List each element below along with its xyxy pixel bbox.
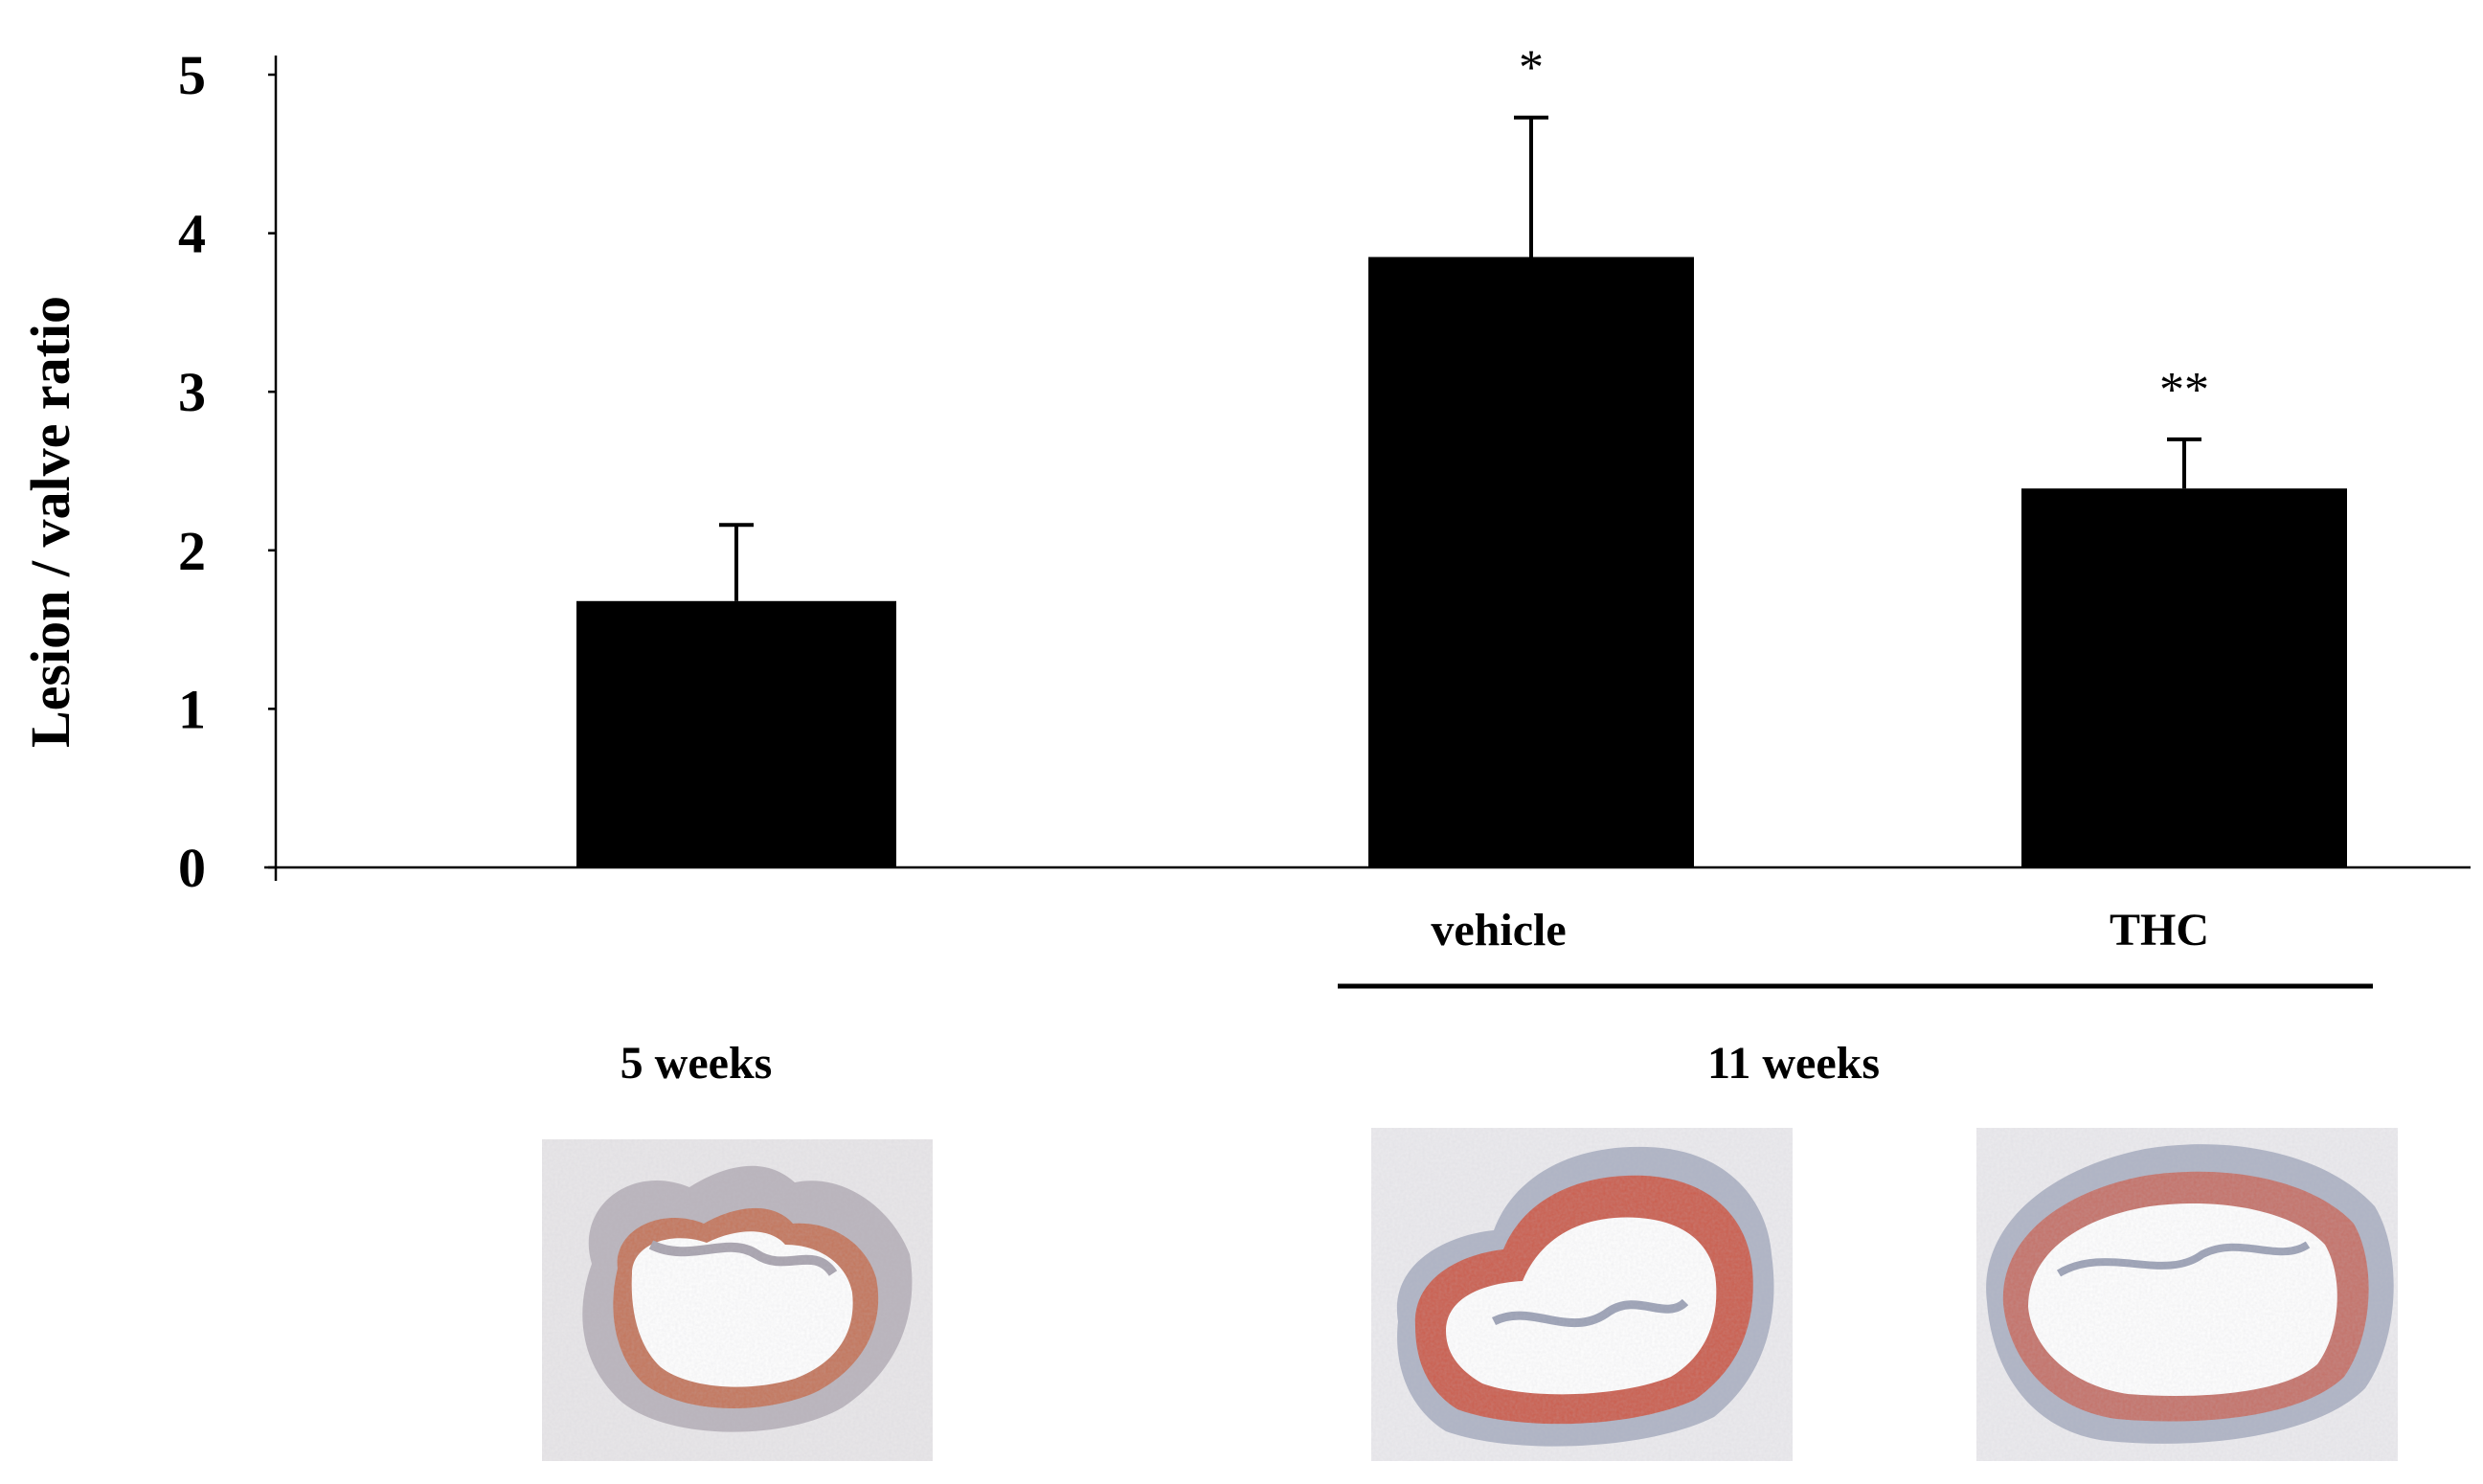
bar (576, 600, 896, 867)
bar (1368, 257, 1694, 867)
y-axis-label: Lesion / valve ratio (19, 296, 81, 748)
significance-marker: ** (2159, 363, 2209, 417)
bar (2021, 488, 2347, 867)
vehicle-valve-section (1371, 1128, 1793, 1461)
y-tick-label: 5 (178, 44, 206, 106)
bar-label-thc: THC (2110, 905, 2209, 956)
y-tick-label: 4 (178, 203, 206, 265)
bar-label-vehicle: vehicle (1431, 905, 1566, 956)
y-tick-label: 1 (178, 678, 206, 740)
y-ticks: 0 1 2 3 4 5 (178, 44, 276, 899)
group-label-5-weeks: 5 weeks (621, 1038, 773, 1089)
bars: *** (576, 41, 2347, 867)
5-weeks-valve-section (542, 1139, 933, 1461)
group-label-11-weeks: 11 weeks (1707, 1038, 1880, 1089)
significance-marker: * (1519, 41, 1544, 96)
y-tick-label: 3 (178, 361, 206, 423)
y-tick-label: 2 (178, 520, 206, 582)
y-tick-label: 0 (178, 837, 206, 899)
thc-valve-section (1976, 1128, 2398, 1461)
